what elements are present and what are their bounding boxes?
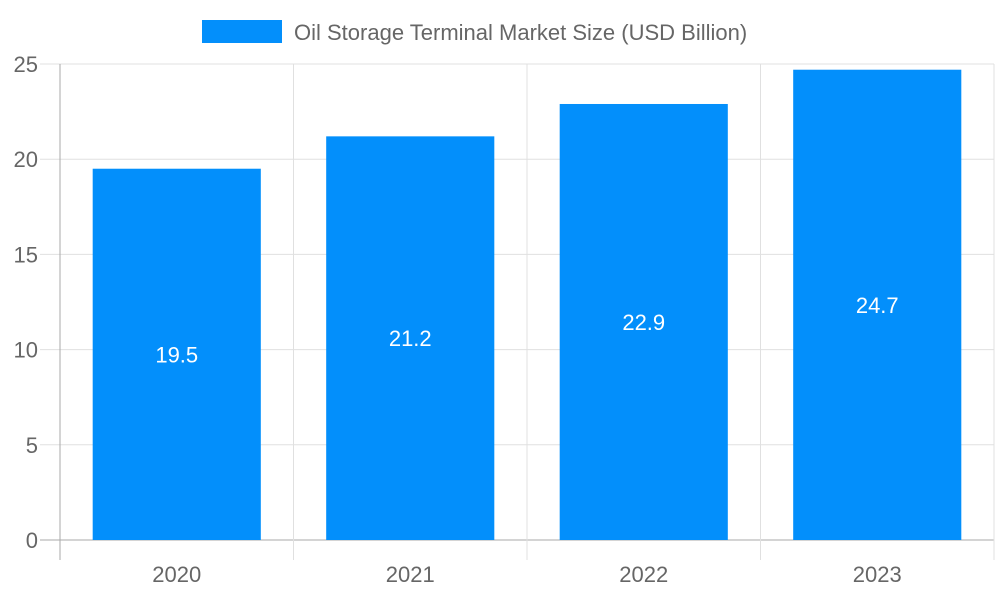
- bar-2022[interactable]: [559, 103, 728, 540]
- y-tick-label: 0: [26, 528, 38, 553]
- bar-2023[interactable]: [793, 69, 962, 540]
- x-tick-label: 2020: [152, 562, 201, 587]
- x-tick-label: 2021: [386, 562, 435, 587]
- y-tick-label: 25: [14, 52, 38, 77]
- x-tick-label: 2023: [853, 562, 902, 587]
- data-label: 22.9: [622, 310, 665, 335]
- bar-2020[interactable]: [92, 168, 261, 540]
- y-tick-label: 10: [14, 338, 38, 363]
- legend-label: Oil Storage Terminal Market Size (USD Bi…: [294, 20, 747, 45]
- data-label: 21.2: [389, 326, 432, 351]
- data-label: 19.5: [155, 342, 198, 367]
- bar-2021[interactable]: [326, 136, 495, 541]
- legend-swatch: [202, 20, 282, 43]
- data-label: 24.7: [856, 293, 899, 318]
- bars: 19.5 21.2 22.9 24.7: [92, 69, 962, 541]
- y-tick-label: 20: [14, 147, 38, 172]
- y-tick-label: 15: [14, 242, 38, 267]
- x-axis-ticks: 2020 2021 2022 2023: [152, 562, 901, 587]
- x-tick-label: 2022: [619, 562, 668, 587]
- y-axis-ticks: 0 5 10 15 20 25: [14, 52, 38, 553]
- legend[interactable]: Oil Storage Terminal Market Size (USD Bi…: [202, 20, 747, 45]
- y-tick-label: 5: [26, 433, 38, 458]
